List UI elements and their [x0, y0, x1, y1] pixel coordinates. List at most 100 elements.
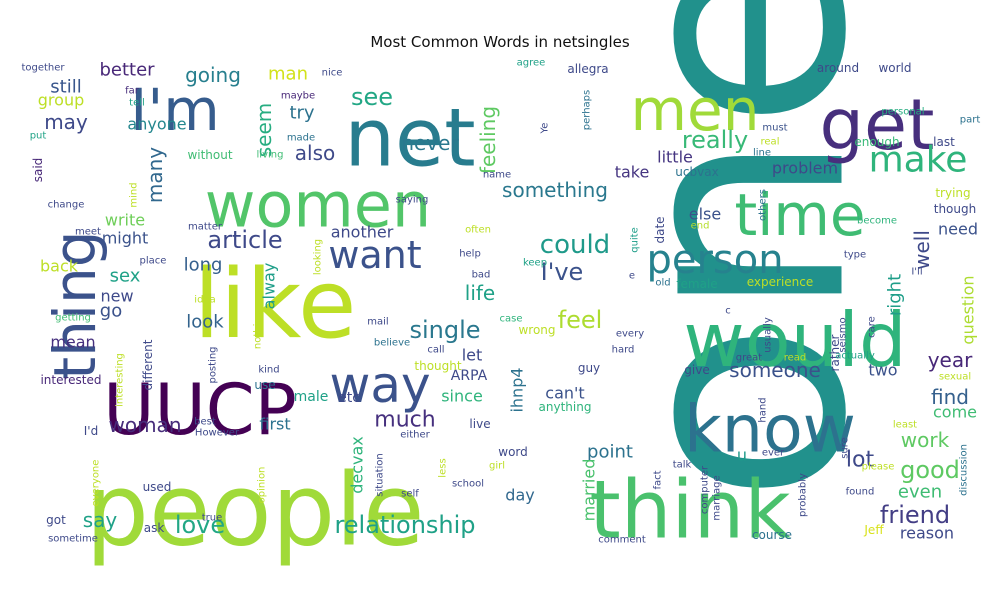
word-try: try [289, 103, 314, 124]
word-perhaps: perhaps [582, 90, 593, 130]
word-way: way [329, 356, 430, 414]
word-part: part [960, 115, 981, 126]
word-posting: posting [208, 346, 219, 383]
word-situation: situation [375, 453, 386, 497]
word-c: c [725, 306, 731, 317]
word-real: real [761, 137, 780, 148]
word-wrong: wrong [518, 323, 555, 337]
word-found: found [846, 487, 875, 498]
word-person: person [646, 237, 783, 283]
word-every: every [616, 329, 644, 340]
word-give: give [684, 363, 709, 377]
word-far: far [125, 86, 140, 97]
word-anything: anything [539, 400, 592, 414]
word-e: e [629, 271, 635, 282]
word-year: year [928, 348, 973, 372]
word-feel: feel [558, 306, 603, 334]
word-opinion: opinion [257, 467, 268, 504]
word-something: something [502, 178, 608, 202]
word-rather: rather [828, 334, 842, 371]
word-hand: hand [758, 397, 769, 422]
word-get: get [820, 84, 935, 166]
word-experience: experience [747, 275, 814, 289]
word-last: last [933, 135, 955, 149]
word-getting: getting [55, 313, 91, 324]
word-much: much [374, 408, 435, 433]
word-got: got [46, 513, 66, 527]
word-fact: fact [653, 470, 664, 489]
word-come: come [933, 403, 977, 422]
word-tell: tell [129, 98, 145, 109]
word-interested: interested [40, 373, 101, 387]
word-kind: kind [258, 365, 279, 376]
word-sex: sex [110, 266, 141, 287]
word-said: said [31, 158, 45, 183]
word-made: made [287, 133, 315, 144]
word-care: care [867, 316, 878, 338]
word-group: group [38, 91, 84, 110]
word-one: one [564, 0, 913, 504]
word-place: place [140, 256, 167, 267]
word-male: male [294, 389, 329, 405]
word-want: want [328, 233, 421, 277]
word-call: call [427, 345, 444, 356]
word-keep: keep [523, 258, 547, 269]
word-comment: comment [598, 535, 646, 546]
word-read: read [784, 353, 807, 364]
word-problem: problem [772, 159, 838, 178]
word-say: say [83, 508, 118, 532]
word-bad: bad [472, 270, 491, 281]
word-thing: thing [41, 230, 109, 379]
word-point: point [587, 442, 633, 463]
word-meet: meet [75, 227, 101, 238]
word-live: live [469, 417, 490, 431]
word-maybe: maybe [281, 91, 315, 102]
word-write: write [105, 211, 145, 230]
word-less: less [438, 458, 449, 477]
word-go: go [100, 301, 122, 322]
word-seismo: seismo [838, 317, 849, 352]
word-thought: thought [414, 359, 461, 373]
word-people: people [86, 452, 425, 569]
word-line: line [753, 148, 771, 159]
word-looking: looking [313, 239, 324, 275]
word-matter: matter [188, 222, 223, 233]
word-etc: etc [338, 390, 360, 406]
word-men: men [631, 76, 760, 144]
word-single: single [409, 316, 480, 344]
word-better: better [99, 60, 155, 81]
word-can-t: can't [545, 384, 584, 403]
word-lot: lot [846, 448, 875, 473]
word-school: school [452, 479, 484, 490]
word-ask: ask [144, 521, 165, 535]
word-everyone: everyone [91, 460, 102, 507]
word-feeling: feeling [476, 106, 500, 174]
word-sexual: sexual [939, 372, 971, 383]
word-actually: actually [835, 351, 875, 362]
word-many: many [143, 147, 167, 203]
word-even: even [898, 482, 942, 503]
word-time: time [734, 181, 865, 249]
word-enough: enough [854, 135, 899, 149]
word-little: little [657, 148, 693, 167]
word-i-m: I'm [130, 76, 220, 144]
word-ihnp4: ihnp4 [508, 367, 527, 412]
word-word: word [498, 445, 528, 459]
word-name: name [483, 170, 511, 181]
word-new: new [100, 287, 133, 306]
word-saying: saying [396, 195, 429, 206]
word-love: love [175, 511, 225, 539]
word-usually: usually [763, 317, 774, 353]
word-best: best [194, 417, 216, 428]
word-girl: girl [489, 461, 505, 472]
word-really: really [682, 126, 748, 154]
word-life: life [465, 281, 495, 305]
word-may: may [44, 110, 88, 134]
word-old: old [655, 278, 670, 289]
word-mind: mind [129, 182, 140, 207]
word-living: living [257, 150, 284, 161]
word-relationship: relationship [334, 511, 475, 539]
word-friend: friend [880, 501, 950, 529]
word-could: could [540, 230, 610, 260]
word-marriage: marriage [712, 475, 723, 520]
